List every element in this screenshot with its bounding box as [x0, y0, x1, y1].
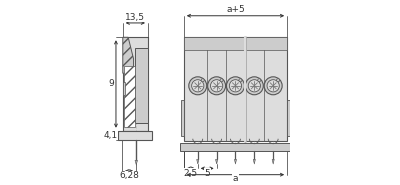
Polygon shape: [135, 160, 138, 165]
Circle shape: [208, 77, 226, 95]
Polygon shape: [272, 159, 274, 164]
Text: 5: 5: [204, 169, 210, 178]
Circle shape: [267, 80, 279, 92]
Circle shape: [248, 80, 260, 92]
Bar: [123, 37, 148, 131]
Text: 9: 9: [108, 80, 114, 88]
Circle shape: [258, 79, 261, 82]
Circle shape: [276, 79, 280, 82]
Circle shape: [229, 80, 242, 92]
Text: a+5: a+5: [226, 5, 245, 14]
Bar: [184, 37, 287, 50]
Circle shape: [189, 77, 207, 95]
Circle shape: [192, 80, 204, 92]
Bar: [180, 143, 291, 151]
Polygon shape: [234, 159, 236, 164]
Text: 4,1: 4,1: [103, 131, 117, 140]
Polygon shape: [197, 159, 199, 164]
Bar: [118, 131, 152, 140]
Polygon shape: [123, 37, 134, 73]
Text: 6,28: 6,28: [119, 171, 139, 180]
Polygon shape: [253, 159, 255, 164]
Circle shape: [220, 79, 223, 82]
Circle shape: [239, 79, 242, 82]
Circle shape: [210, 80, 223, 92]
FancyBboxPatch shape: [287, 100, 290, 136]
Text: a: a: [233, 174, 238, 183]
Polygon shape: [216, 159, 218, 164]
Bar: [124, 66, 135, 127]
Text: 13,5: 13,5: [125, 13, 145, 21]
Bar: [123, 82, 126, 95]
Bar: [184, 37, 287, 142]
Circle shape: [264, 77, 282, 95]
Text: 2,5: 2,5: [184, 169, 198, 178]
Bar: [135, 48, 148, 124]
Circle shape: [226, 77, 244, 95]
FancyBboxPatch shape: [181, 100, 184, 136]
Circle shape: [201, 79, 204, 82]
Circle shape: [245, 77, 263, 95]
